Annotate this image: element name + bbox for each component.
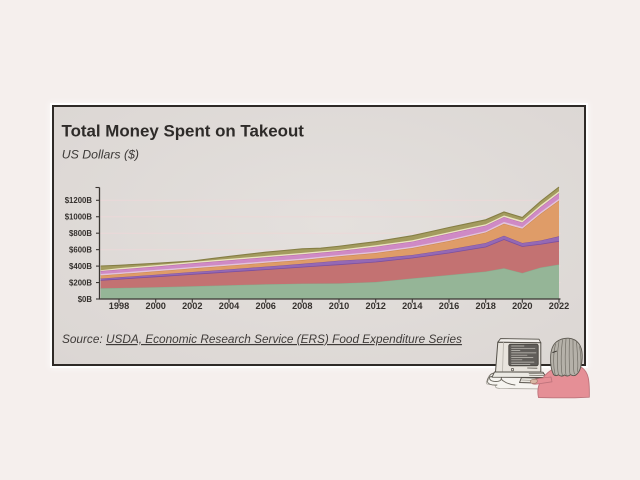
svg-text:$1200B: $1200B xyxy=(65,196,93,205)
svg-text:2000: 2000 xyxy=(145,301,165,311)
svg-text:US Dollars ($): US Dollars ($) xyxy=(62,148,139,162)
svg-text:2016: 2016 xyxy=(439,301,459,311)
svg-text:2008: 2008 xyxy=(292,301,312,311)
svg-text:1998: 1998 xyxy=(109,301,129,311)
svg-text:$0B: $0B xyxy=(78,295,93,304)
svg-text:2010: 2010 xyxy=(329,301,349,311)
svg-text:$400B: $400B xyxy=(69,262,92,271)
svg-text:2006: 2006 xyxy=(255,301,275,311)
svg-text:$600B: $600B xyxy=(69,245,92,254)
svg-text:Source: USDA, Economic Researc: Source: USDA, Economic Research Service … xyxy=(62,332,462,346)
svg-text:2002: 2002 xyxy=(182,301,202,311)
svg-text:2022: 2022 xyxy=(549,301,569,311)
svg-text:$800B: $800B xyxy=(69,229,92,238)
svg-text:Total Money Spent on Takeout: Total Money Spent on Takeout xyxy=(62,122,305,141)
svg-text:2014: 2014 xyxy=(402,301,423,311)
svg-text:$1000B: $1000B xyxy=(65,213,93,222)
svg-text:2020: 2020 xyxy=(512,301,532,311)
svg-text:$200B: $200B xyxy=(69,278,92,287)
svg-text:2018: 2018 xyxy=(475,301,495,311)
svg-text:2012: 2012 xyxy=(365,301,385,311)
svg-text:2004: 2004 xyxy=(219,301,240,311)
